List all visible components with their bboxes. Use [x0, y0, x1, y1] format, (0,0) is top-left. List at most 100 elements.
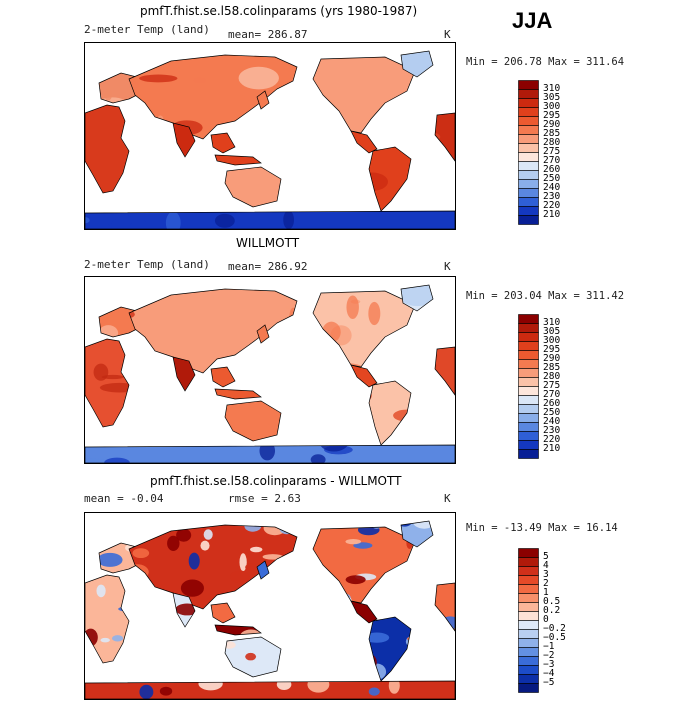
coastline	[84, 338, 130, 428]
colorbar-level-label: 220	[543, 434, 561, 445]
colorbar-swatch	[518, 98, 539, 108]
colorbar-level-label: −0.5	[543, 632, 566, 643]
colorbar-level-label: 1	[543, 587, 549, 598]
colorbar-level-label: 275	[543, 380, 561, 391]
colorbar-level-label: 4	[543, 560, 549, 571]
colorbar-swatch	[518, 359, 539, 369]
panel3-minmax-label: Min = -13.49 Max = 16.14	[466, 522, 618, 534]
colorbar-swatch	[518, 350, 539, 360]
panel2-variable-label: 2-meter Temp (land)	[84, 258, 210, 271]
coastline	[400, 284, 434, 312]
colorbar-swatch	[518, 440, 539, 450]
coastline	[128, 54, 298, 140]
panel3-unit-label: K	[444, 492, 451, 505]
coastline	[210, 602, 236, 624]
colorbar-level-label: 305	[543, 92, 561, 103]
colorbar-level-label: 3	[543, 569, 549, 580]
land-region-antarctica	[85, 211, 455, 229]
panel1-unit-label: K	[444, 28, 451, 41]
colorbar-swatch	[518, 683, 539, 693]
colorbar-swatch	[518, 161, 539, 171]
colorbar-swatch	[518, 188, 539, 198]
colorbar-level-label: 305	[543, 326, 561, 337]
colorbar-level-label: 270	[543, 155, 561, 166]
colorbar-swatch	[518, 116, 539, 126]
coastline	[434, 582, 456, 633]
colorbar-swatch	[518, 413, 539, 423]
colorbar-level-label: 0.2	[543, 605, 561, 616]
land-region-camerica	[351, 131, 377, 153]
land-region-japan	[257, 561, 269, 579]
coastline	[214, 624, 262, 636]
land-region-seasia	[211, 603, 235, 623]
colorbar-swatch	[518, 395, 539, 405]
colorbar-level-label: 230	[543, 425, 561, 436]
coastline	[224, 166, 282, 208]
panel1-minmax-label: Min = 206.78 Max = 311.64	[466, 56, 625, 68]
panel3-mean-label: mean = -0.04	[84, 492, 164, 505]
colorbar-swatch	[518, 629, 539, 639]
colorbar-level-label: 300	[543, 335, 561, 346]
colorbar-level-label: 0.5	[543, 596, 561, 607]
colorbar-swatch	[518, 548, 539, 558]
colorbar-level-label: 0	[543, 614, 549, 625]
land-region-indonesia	[215, 389, 261, 399]
colorbar-swatch	[518, 134, 539, 144]
panel3-rmse-label: rmse = 2.63	[228, 492, 301, 505]
colorbar-swatch	[518, 341, 539, 351]
colorbar-swatch	[518, 575, 539, 585]
season-label: JJA	[512, 8, 553, 33]
colorbar-swatch	[518, 584, 539, 594]
panel3-title: pmfT.fhist.se.l58.colinparams - WILLMOTT	[150, 474, 402, 488]
panel2-minmax-label: Min = 203.04 Max = 311.42	[466, 290, 625, 302]
colorbar-level-label: −4	[543, 668, 555, 679]
panel2-map	[84, 276, 456, 464]
colorbar-level-label: −1	[543, 641, 555, 652]
colorbar-level-label: 285	[543, 362, 561, 373]
coastline	[84, 104, 130, 194]
colorbar-swatch	[518, 386, 539, 396]
colorbar-swatch	[518, 665, 539, 675]
colorbar-level-label: 250	[543, 407, 561, 418]
colorbar-swatch	[518, 647, 539, 657]
colorbar-level-label: 280	[543, 371, 561, 382]
land-region-greenland	[401, 51, 433, 77]
colorbar-level-label: 275	[543, 146, 561, 157]
coastline	[400, 50, 434, 78]
land-region-japan	[257, 325, 269, 343]
colorbar-swatch	[518, 557, 539, 567]
panel1-mean-label: mean= 286.87	[228, 28, 308, 41]
panel1-map	[84, 42, 456, 230]
coastline	[224, 400, 282, 442]
colorbar-level-label: −3	[543, 659, 555, 670]
coastline	[434, 112, 456, 163]
colorbar-swatch	[518, 368, 539, 378]
colorbar-level-label: 210	[543, 443, 561, 454]
colorbar-swatch	[518, 332, 539, 342]
colorbar-swatch	[518, 449, 539, 459]
coastline	[224, 636, 282, 678]
land-region-india	[173, 357, 195, 391]
colorbar-level-label: 270	[543, 389, 561, 400]
colorbar-level-label: 310	[543, 317, 561, 328]
colorbar-level-label: 240	[543, 416, 561, 427]
colorbar-swatch	[518, 422, 539, 432]
colorbar-swatch	[518, 656, 539, 666]
panel2-mean-label: mean= 286.92	[228, 260, 308, 273]
panel1-title: pmfT.fhist.se.l58.colinparams (yrs 1980-…	[140, 4, 418, 18]
coastline	[210, 366, 236, 388]
coastline	[172, 592, 196, 628]
coastline	[400, 520, 434, 548]
colorbar-swatch	[518, 170, 539, 180]
panel2-unit-label: K	[444, 260, 451, 273]
colorbar-level-label: 295	[543, 110, 561, 121]
coastline	[368, 146, 412, 212]
colorbar-level-label: 280	[543, 137, 561, 148]
colorbar-swatch	[518, 80, 539, 90]
colorbar-swatch	[518, 602, 539, 612]
colorbar-swatch	[518, 206, 539, 216]
land-region-asia	[129, 525, 297, 609]
colorbar-swatch	[518, 593, 539, 603]
colorbar-swatch	[518, 125, 539, 135]
colorbar-swatch	[518, 404, 539, 414]
